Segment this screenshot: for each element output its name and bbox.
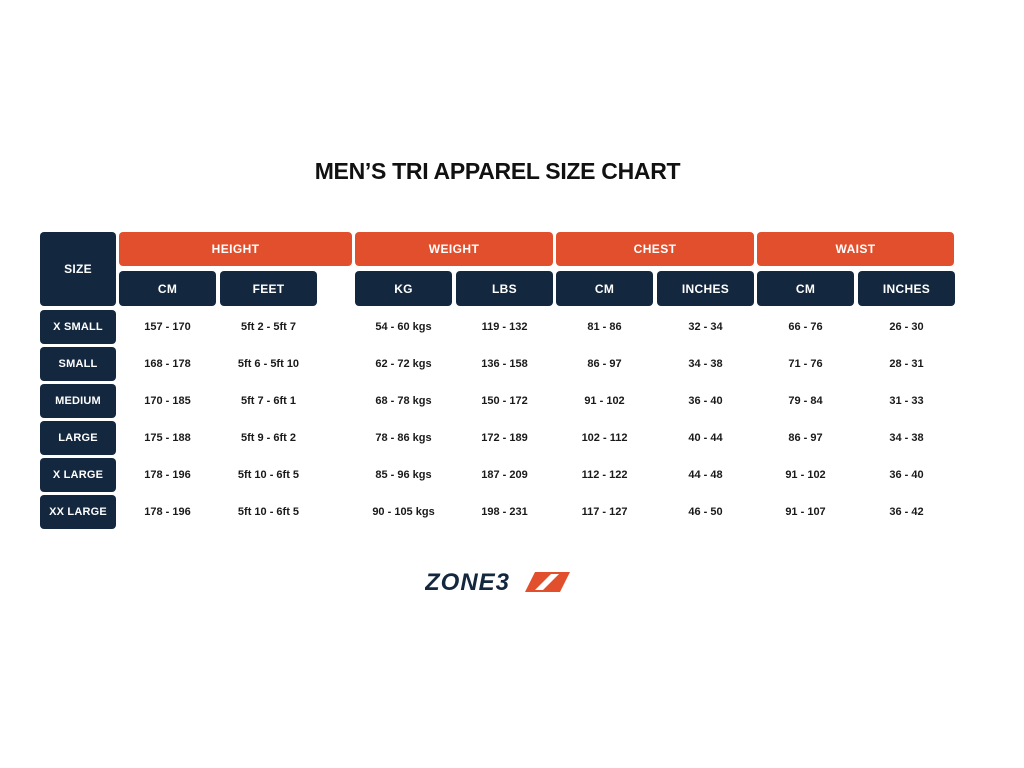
table-cell: 36 - 40 bbox=[688, 395, 723, 407]
table-cell: 5ft 2 - 5ft 7 bbox=[240, 321, 296, 333]
table-cell: 44 - 48 bbox=[688, 469, 723, 481]
table-cell: 102 - 112 bbox=[581, 432, 628, 444]
size-label: XX LARGE bbox=[40, 495, 116, 529]
subheader-height-feet: FEET bbox=[220, 271, 317, 306]
table-cell: 85 - 96 kgs bbox=[375, 469, 432, 481]
table-cell: 91 - 102 bbox=[584, 395, 625, 407]
subheader-waist-cm: CM bbox=[757, 271, 854, 306]
table-cell: 62 - 72 kgs bbox=[375, 358, 432, 370]
table-cell: 68 - 78 kgs bbox=[375, 395, 432, 407]
table-cell: 150 - 172 bbox=[481, 395, 528, 407]
table-cell: 36 - 40 bbox=[889, 469, 924, 481]
subheader-chest-cm: CM bbox=[556, 271, 653, 306]
table-cell: 26 - 30 bbox=[889, 321, 924, 333]
size-label: LARGE bbox=[40, 421, 116, 455]
logo-wordmark: ZONE3 bbox=[425, 570, 510, 594]
size-label: SMALL bbox=[40, 347, 116, 381]
table-cell: 36 - 42 bbox=[889, 506, 924, 518]
zone3-logo: ZONE3 bbox=[425, 570, 570, 594]
size-label: X SMALL bbox=[40, 310, 116, 344]
table-cell: 187 - 209 bbox=[481, 469, 528, 481]
table-cell: 91 - 102 bbox=[785, 469, 826, 481]
table-cell: 54 - 60 kgs bbox=[375, 321, 432, 333]
table-cell: 78 - 86 kgs bbox=[375, 432, 432, 444]
table-cell: 34 - 38 bbox=[688, 358, 723, 370]
subheader-height-cm: CM bbox=[119, 271, 216, 306]
subheader-weight-lbs: LBS bbox=[456, 271, 553, 306]
table-cell: 117 - 127 bbox=[581, 506, 628, 518]
size-label: MEDIUM bbox=[40, 384, 116, 418]
table-cell: 178 - 196 bbox=[144, 506, 191, 518]
table-cell: 90 - 105 kgs bbox=[372, 506, 435, 518]
table-cell: 32 - 34 bbox=[688, 321, 723, 333]
table-cell: 168 - 178 bbox=[144, 358, 191, 370]
table-cell: 28 - 31 bbox=[889, 358, 924, 370]
zone3-slash-mark-icon bbox=[525, 572, 570, 592]
table-cell: 66 - 76 bbox=[788, 321, 823, 333]
table-cell: 86 - 97 bbox=[788, 432, 823, 444]
table-cell: 91 - 107 bbox=[785, 506, 826, 518]
table-cell: 119 - 132 bbox=[481, 321, 528, 333]
table-cell: 5ft 10 - 6ft 5 bbox=[237, 506, 300, 518]
table-cell: 112 - 122 bbox=[581, 469, 628, 481]
group-header-weight: WEIGHT bbox=[355, 232, 553, 266]
group-header-chest: CHEST bbox=[556, 232, 754, 266]
table-cell: 172 - 189 bbox=[481, 432, 528, 444]
subheader-waist-inches: INCHES bbox=[858, 271, 955, 306]
table-cell: 5ft 9 - 6ft 2 bbox=[240, 432, 296, 444]
table-cell: 136 - 158 bbox=[481, 358, 528, 370]
size-label: X LARGE bbox=[40, 458, 116, 492]
table-cell: 157 - 170 bbox=[144, 321, 191, 333]
table-cell: 5ft 7 - 6ft 1 bbox=[240, 395, 296, 407]
size-column-header: SIZE bbox=[40, 232, 116, 306]
table-cell: 5ft 6 - 5ft 10 bbox=[237, 358, 300, 370]
table-cell: 178 - 196 bbox=[144, 469, 191, 481]
table-cell: 46 - 50 bbox=[688, 506, 723, 518]
table-cell: 34 - 38 bbox=[889, 432, 924, 444]
table-cell: 5ft 10 - 6ft 5 bbox=[237, 469, 300, 481]
table-cell: 31 - 33 bbox=[889, 395, 924, 407]
table-cell: 71 - 76 bbox=[788, 358, 823, 370]
table-cell: 81 - 86 bbox=[587, 321, 622, 333]
subheader-weight-kg: KG bbox=[355, 271, 452, 306]
group-header-height: HEIGHT bbox=[119, 232, 352, 266]
table-cell: 170 - 185 bbox=[144, 395, 191, 407]
table-cell: 175 - 188 bbox=[144, 432, 191, 444]
page-title: MEN’S TRI APPAREL SIZE CHART bbox=[314, 158, 681, 184]
subheader-chest-inches: INCHES bbox=[657, 271, 754, 306]
table-cell: 40 - 44 bbox=[688, 432, 723, 444]
table-cell: 86 - 97 bbox=[587, 358, 622, 370]
table-cell: 79 - 84 bbox=[788, 395, 823, 407]
table-cell: 198 - 231 bbox=[481, 506, 528, 518]
group-header-waist: WAIST bbox=[757, 232, 954, 266]
